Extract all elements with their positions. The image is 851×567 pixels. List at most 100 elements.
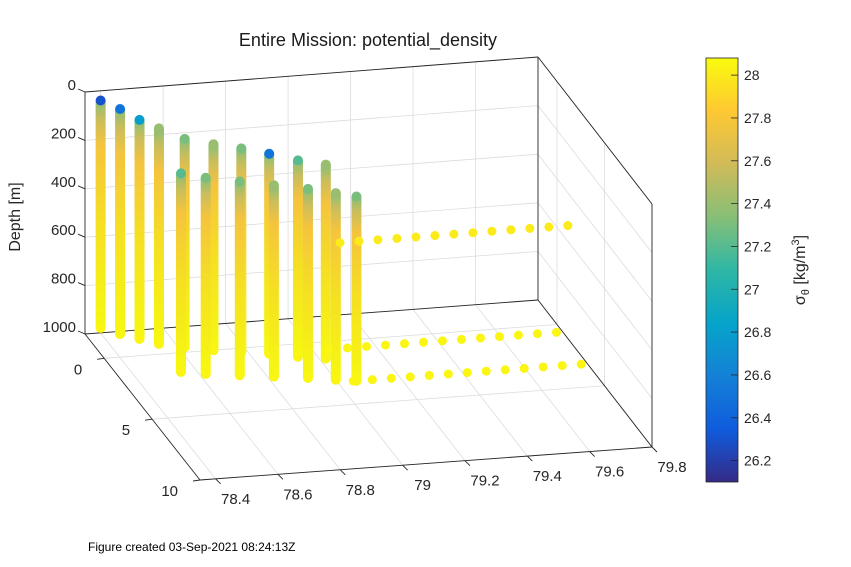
grid-line [537, 105, 653, 253]
profile-surface-point [134, 114, 145, 125]
axis-edge [199, 446, 653, 481]
x-tick-mark [215, 478, 221, 485]
track-point [354, 236, 364, 246]
profile-surface-point [351, 191, 362, 202]
z-tick-label: 400 [51, 174, 76, 191]
track-point [418, 337, 428, 347]
track-point [367, 375, 377, 385]
track-point [519, 363, 529, 373]
profile-bottom-point [200, 368, 211, 379]
x-tick-label: 79.8 [657, 459, 686, 476]
x-tick-mark [526, 455, 533, 462]
track-point [462, 368, 472, 378]
profile-surface-point [153, 123, 164, 134]
z-tick-mark [77, 185, 86, 190]
colorbar-tick-label: 27.2 [744, 238, 771, 254]
profile-surface-point [200, 172, 211, 183]
track-point [411, 232, 421, 242]
colorbar-gradient [705, 57, 739, 483]
profile-surface-point [179, 133, 190, 144]
x-tick-mark [277, 473, 284, 480]
profile-surface-point [302, 183, 313, 194]
profile-column [153, 128, 164, 344]
z-axis-label: Depth [m] [7, 182, 24, 251]
track-point [557, 361, 567, 371]
colorbar-label-sigma: σ [792, 295, 809, 305]
profile-column [351, 196, 362, 381]
grid-line [350, 313, 466, 461]
track-point [494, 332, 504, 342]
track-point [449, 229, 459, 239]
track-point [525, 223, 535, 233]
track-point [335, 238, 345, 248]
profile-column [234, 181, 245, 376]
profile-bottom-point [330, 374, 341, 385]
grid-line [84, 105, 539, 141]
colorbar-tick-label: 26.2 [744, 453, 771, 469]
profile-surface-point [268, 180, 279, 191]
track-point [443, 369, 453, 379]
track-point [551, 327, 561, 337]
grid-line [152, 385, 605, 420]
profile-bottom-point [234, 370, 245, 381]
colorbar-label: σθ [kg/m3] [790, 235, 812, 305]
profile-column [268, 185, 279, 377]
colorbar-label-superscript: 3 [790, 239, 802, 245]
track-point [424, 370, 434, 380]
z-tick-label: 0 [68, 77, 76, 94]
profile-bottom-point [115, 329, 126, 340]
profile-surface-point [264, 148, 275, 159]
colorbar-tick-label: 27.6 [744, 153, 771, 169]
track-point [506, 225, 516, 235]
profile-bottom-point [134, 334, 145, 345]
colorbar-ticks: 26.2 26.4 26.6 26.8 27 27.2 27.4 27.6 27.8 28 [731, 67, 771, 469]
profile-surface-point [234, 176, 245, 187]
profile-column [95, 100, 106, 328]
profile-surface-point [292, 155, 303, 166]
profile-column [320, 164, 331, 359]
track-point [544, 222, 554, 232]
figure-footer: Figure created 03-Sep-2021 08:24:13Z [88, 540, 296, 554]
track-point [532, 329, 542, 339]
profile-bottom-point [175, 366, 186, 377]
x-tick-label: 79 [414, 477, 431, 494]
y-tick-mark [192, 479, 201, 482]
profile-bottom-point [153, 338, 164, 349]
axes-grid [84, 56, 653, 481]
colorbar: 26.2 26.4 26.6 26.8 27 27.2 27.4 27.6 27.8 28 σθ … [705, 57, 812, 483]
track-point [563, 221, 573, 231]
track-point [513, 330, 523, 340]
z-tick-label: 200 [51, 125, 76, 142]
profile-column [208, 144, 219, 351]
colorbar-tick-label: 27 [744, 281, 760, 297]
grid-line [84, 153, 539, 190]
axis-ticks: 78.4 78.6 78.8 79 79.2 79.4 79.6 79.8 0 5 10 0 200 40… [43, 77, 687, 508]
profile-surface-point [115, 103, 126, 114]
profile-column [200, 177, 211, 374]
track-point [373, 235, 383, 245]
profile-bottom-point [292, 351, 303, 362]
x-tick-mark [589, 451, 595, 457]
x-tick-mark [651, 446, 658, 453]
track-point [348, 376, 358, 386]
profile-column [302, 188, 313, 378]
profile-surface-point [175, 168, 186, 179]
grid-line [100, 332, 216, 480]
track-point [487, 226, 497, 236]
profile-bottom-point [95, 322, 106, 333]
track-point [538, 362, 548, 372]
profile-surface-point [330, 188, 341, 199]
profile-column [115, 108, 126, 335]
colorbar-tick-label: 26.4 [744, 410, 771, 426]
track-point [456, 334, 466, 344]
grid-line [537, 202, 653, 351]
profile-surface-point [320, 159, 331, 170]
profile-surface-point [208, 139, 219, 150]
z-tick-label: 800 [51, 271, 76, 288]
x-tick-mark [339, 469, 346, 476]
profile-surface-point [236, 143, 247, 154]
y-tick-mark [145, 418, 153, 421]
z-tick-mark [77, 136, 86, 141]
x-tick-label: 78.6 [283, 486, 312, 503]
